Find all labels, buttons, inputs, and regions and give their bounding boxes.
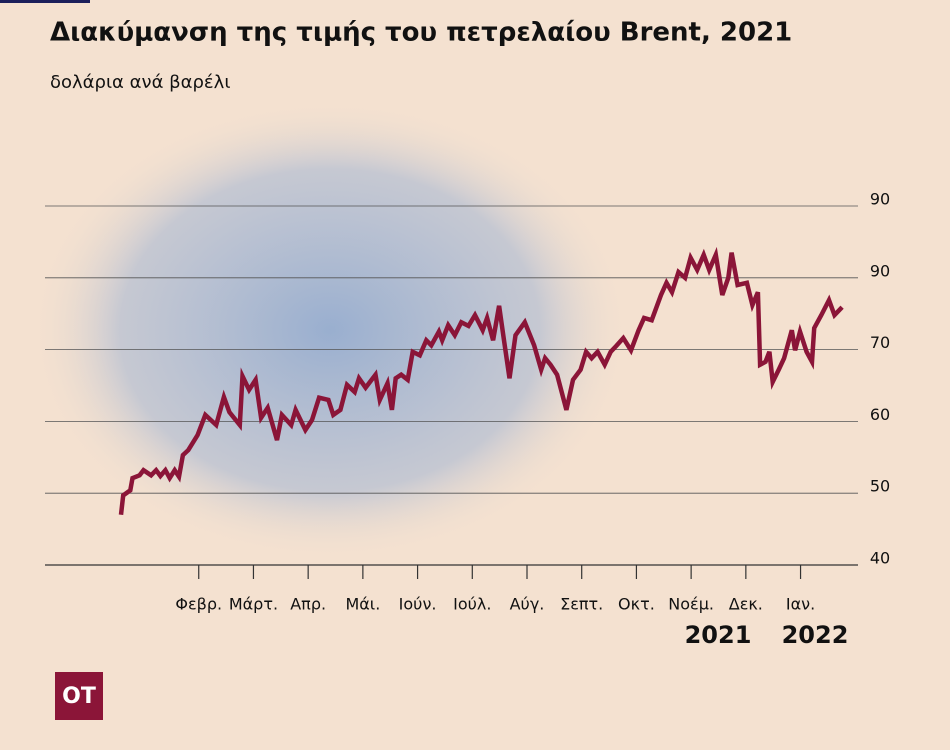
x-tick-label: Απρ. (290, 595, 326, 614)
x-tick-label: Νοέμ. (668, 595, 714, 614)
x-tick-label: Ιούν. (399, 595, 437, 614)
y-tick-label: 90 (870, 190, 890, 209)
y-tick-label: 70 (870, 333, 890, 352)
background-image (30, 100, 630, 560)
chart-title: Διακύμανση της τιμής του πετρελαίου Bren… (50, 18, 792, 48)
year-label: 2021 (685, 621, 752, 649)
y-tick-label: 40 (870, 549, 890, 568)
x-tick-label: Μάι. (345, 595, 380, 614)
top-bar (0, 0, 90, 3)
year-label: 2022 (782, 621, 849, 649)
x-tick-label: Ιούλ. (453, 595, 491, 614)
x-tick-label: Οκτ. (618, 595, 655, 614)
y-tick-label: 60 (870, 405, 890, 424)
logo-text: OT (62, 684, 96, 709)
logo (55, 672, 103, 720)
x-tick-label: Σεπτ. (560, 595, 603, 614)
y-tick-label: 90 (870, 261, 890, 280)
price-line (118, 246, 844, 515)
x-tick-label: Μάρτ. (229, 595, 278, 614)
x-tick-label: Φεβρ. (175, 595, 222, 614)
y-tick-label: 50 (870, 477, 890, 496)
x-tick-label: Αύγ. (510, 595, 545, 614)
x-tick-label: Δεκ. (729, 595, 763, 614)
x-tick-label: Ιαν. (786, 595, 815, 614)
chart-subtitle: δολάρια ανά βαρέλι (50, 72, 230, 93)
